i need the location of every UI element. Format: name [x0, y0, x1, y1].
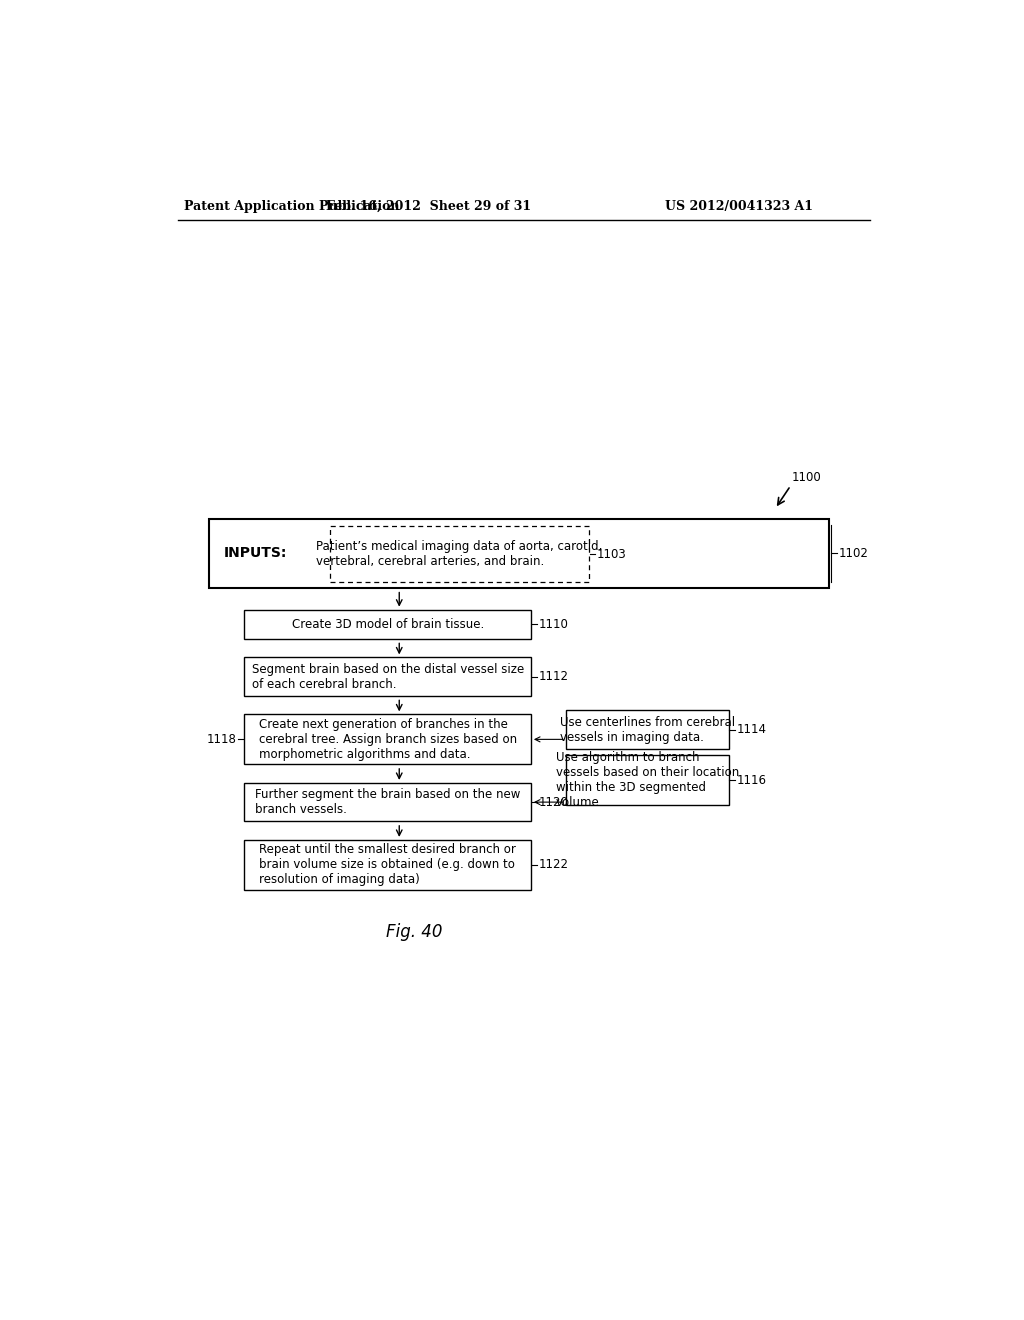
Text: 1102: 1102 — [839, 546, 868, 560]
Text: 1120: 1120 — [539, 796, 568, 809]
Text: Use algorithm to branch
vessels based on their location
within the 3D segmented
: Use algorithm to branch vessels based on… — [556, 751, 739, 809]
Text: Create 3D model of brain tissue.: Create 3D model of brain tissue. — [292, 618, 483, 631]
FancyBboxPatch shape — [245, 610, 531, 639]
FancyBboxPatch shape — [245, 714, 531, 764]
FancyBboxPatch shape — [209, 519, 829, 589]
Text: INPUTS:: INPUTS: — [223, 546, 287, 561]
FancyBboxPatch shape — [330, 527, 589, 582]
Text: Use centerlines from cerebral
vessels in imaging data.: Use centerlines from cerebral vessels in… — [560, 715, 735, 743]
Text: Segment brain based on the distal vessel size
of each cerebral branch.: Segment brain based on the distal vessel… — [252, 663, 523, 690]
Text: Feb. 16, 2012  Sheet 29 of 31: Feb. 16, 2012 Sheet 29 of 31 — [326, 199, 531, 213]
FancyBboxPatch shape — [566, 755, 729, 805]
Text: 1114: 1114 — [736, 723, 766, 737]
Text: 1103: 1103 — [597, 548, 627, 561]
FancyBboxPatch shape — [245, 840, 531, 890]
Text: 1116: 1116 — [736, 774, 766, 787]
Text: Patient’s medical imaging data of aorta, carotid,
vertebral, cerebral arteries, : Patient’s medical imaging data of aorta,… — [316, 540, 602, 568]
Text: 1112: 1112 — [539, 671, 568, 684]
Text: Create next generation of branches in the
cerebral tree. Assign branch sizes bas: Create next generation of branches in th… — [259, 718, 517, 760]
Text: Repeat until the smallest desired branch or
brain volume size is obtained (e.g. : Repeat until the smallest desired branch… — [259, 843, 516, 886]
Text: 1118: 1118 — [207, 733, 237, 746]
Text: 1110: 1110 — [539, 618, 568, 631]
Text: 1122: 1122 — [539, 858, 568, 871]
Text: US 2012/0041323 A1: US 2012/0041323 A1 — [665, 199, 813, 213]
Text: Fig. 40: Fig. 40 — [386, 923, 443, 941]
Text: Further segment the brain based on the new
branch vessels.: Further segment the brain based on the n… — [255, 788, 520, 816]
Text: 1100: 1100 — [792, 471, 821, 484]
FancyBboxPatch shape — [566, 710, 729, 748]
Text: Patent Application Publication: Patent Application Publication — [183, 199, 399, 213]
FancyBboxPatch shape — [245, 657, 531, 696]
FancyBboxPatch shape — [245, 783, 531, 821]
